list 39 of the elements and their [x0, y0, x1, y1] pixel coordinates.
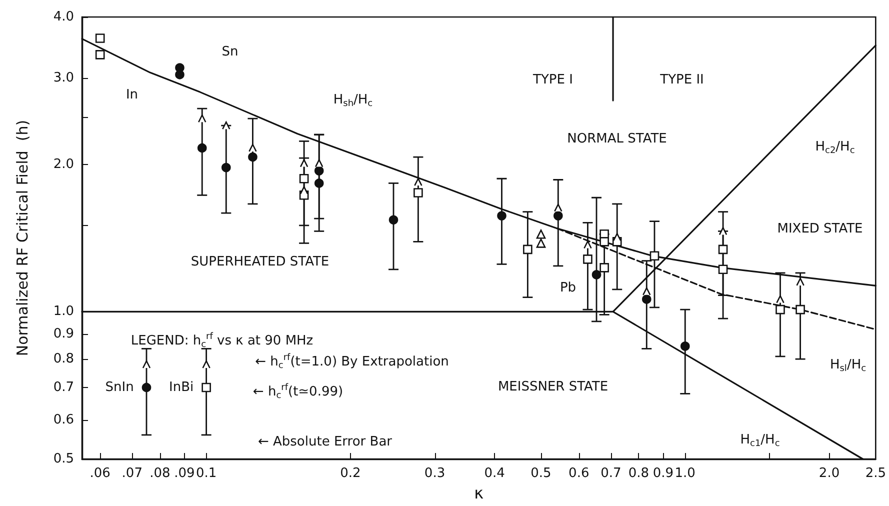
x-axis-title: κ	[474, 484, 484, 502]
y-tick-label: 0.8	[53, 352, 74, 367]
y-axis-title: Normalized RF Critical Field (h)	[14, 120, 32, 356]
annotation: NORMAL STATE	[567, 132, 667, 146]
x-tick-label: 0.3	[424, 466, 446, 481]
x-tick-label: .07	[122, 466, 142, 481]
x-tick-label: 0.1	[196, 466, 217, 481]
y-tick-label: 1.0	[53, 304, 74, 320]
x-tick-label: 0.7	[600, 466, 622, 481]
annotation: MIXED STATE	[777, 222, 863, 236]
annotation: TYPE II	[659, 72, 704, 88]
annotation: TYPE I	[532, 72, 573, 88]
x-tick-label: 0.4	[484, 466, 505, 481]
y-tick-label: 0.6	[53, 412, 74, 428]
annotation: SUPERHEATED STATE	[190, 254, 330, 270]
x-tick-label: 0.9	[652, 466, 674, 481]
annotation: MEISSNER STATE	[498, 380, 608, 394]
x-tick-label: 0.2	[340, 466, 361, 481]
x-tick-label: 2.5	[865, 466, 886, 481]
annotation: ← Absolute Error Bar	[258, 434, 393, 450]
x-tick-label: .09	[174, 466, 195, 481]
legend-label: SnIn	[105, 380, 134, 395]
series-label: InBi	[169, 380, 194, 395]
y-tick-label: 3.0	[53, 70, 74, 86]
x-tick-label: .06	[90, 466, 110, 481]
x-tick-label: .08	[150, 466, 170, 481]
x-tick-label: 2.0	[818, 466, 840, 481]
x-tick-label: 0.6	[568, 466, 590, 481]
y-tick-label: 0.9	[53, 326, 74, 342]
annotation: Pb	[560, 280, 576, 296]
x-tick-label: 0.8	[628, 466, 650, 481]
x-tick-label: 1.0	[674, 466, 696, 481]
y-tick-label: 2.0	[53, 156, 74, 172]
y-tick-label: 4.0	[53, 10, 74, 24]
annotation: In	[126, 88, 138, 102]
y-tick-label: 0.7	[53, 380, 74, 395]
x-tick-label: 0.5	[530, 466, 552, 481]
y-tick-label: 0.5	[53, 452, 74, 466]
annotation: Sn	[222, 44, 238, 60]
